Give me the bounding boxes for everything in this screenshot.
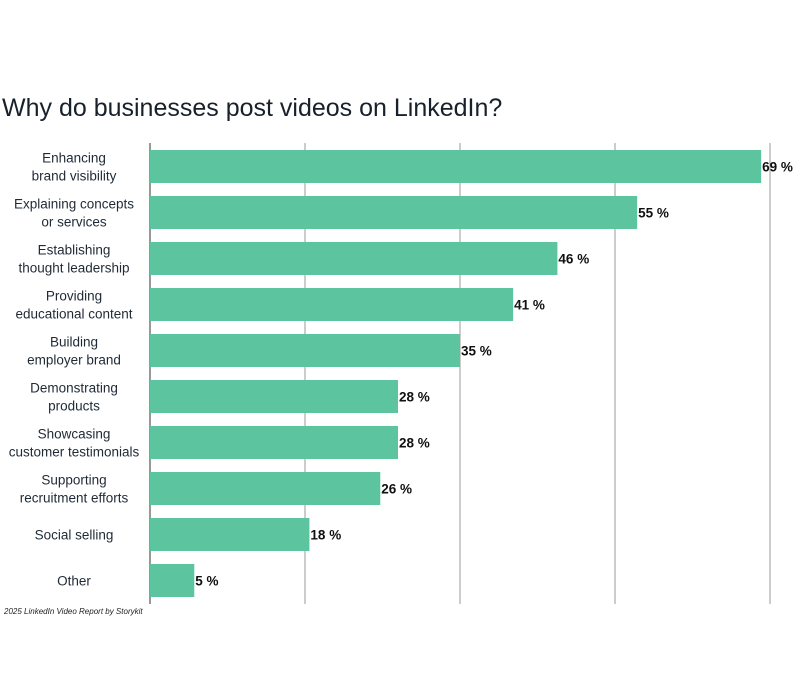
category-label: Showcasing customer testimonials — [9, 427, 140, 460]
category-label-line: Building — [50, 335, 98, 350]
value-label: 69 % — [762, 160, 793, 175]
category-label: Other — [57, 574, 91, 589]
category-label-line: brand visibility — [32, 169, 117, 184]
category-label: Building employer brand — [27, 335, 121, 368]
value-label: 35 % — [461, 344, 492, 359]
bar — [150, 564, 195, 597]
category-label-line: customer testimonials — [9, 445, 140, 460]
category-label: Demonstrating products — [30, 381, 118, 414]
bar — [150, 196, 638, 229]
category-label: Supporting recruitment efforts — [20, 473, 129, 506]
category-label-line: recruitment efforts — [20, 491, 129, 506]
category-label: Establishing thought leadership — [18, 243, 129, 276]
category-label-line: Demonstrating — [30, 381, 118, 396]
bar — [150, 380, 398, 413]
value-label: 41 % — [514, 298, 545, 313]
bar — [150, 150, 762, 183]
value-label: 55 % — [638, 206, 669, 221]
bar — [150, 334, 460, 367]
category-label-line: Social selling — [35, 528, 114, 543]
category-label-line: educational content — [15, 307, 132, 322]
category-label-line: or services — [41, 215, 107, 230]
category-label-line: Establishing — [38, 243, 111, 258]
source-note: 2025 LinkedIn Video Report by Storykit — [4, 607, 143, 616]
value-label: 28 % — [399, 390, 430, 405]
labels-layer: 69 % Enhancing brand visibility 55 % Explain… — [9, 151, 793, 589]
value-label: 18 % — [310, 528, 341, 543]
bar — [150, 288, 514, 321]
value-label: 5 % — [195, 574, 218, 589]
category-label: Providing educational content — [15, 289, 132, 322]
category-label-line: Explaining concepts — [14, 197, 134, 212]
category-label-line: Supporting — [41, 473, 106, 488]
bars-layer — [150, 150, 762, 597]
category-label: Explaining concepts or services — [14, 197, 134, 230]
category-label-line: employer brand — [27, 353, 121, 368]
category-label-line: Providing — [46, 289, 102, 304]
category-label-line: Other — [57, 574, 91, 589]
category-label-line: products — [48, 399, 100, 414]
category-label-line: Enhancing — [42, 151, 106, 166]
category-label-line: thought leadership — [18, 261, 129, 276]
value-label: 26 % — [381, 482, 412, 497]
bar — [150, 518, 310, 551]
category-label: Social selling — [35, 528, 114, 543]
bar — [150, 426, 398, 459]
value-label: 28 % — [399, 436, 430, 451]
category-label: Enhancing brand visibility — [32, 151, 117, 184]
bar — [150, 472, 381, 505]
bar — [150, 242, 558, 275]
category-label-line: Showcasing — [38, 427, 111, 442]
value-label: 46 % — [558, 252, 589, 267]
chart-title: Why do businesses post videos on LinkedI… — [2, 94, 503, 122]
